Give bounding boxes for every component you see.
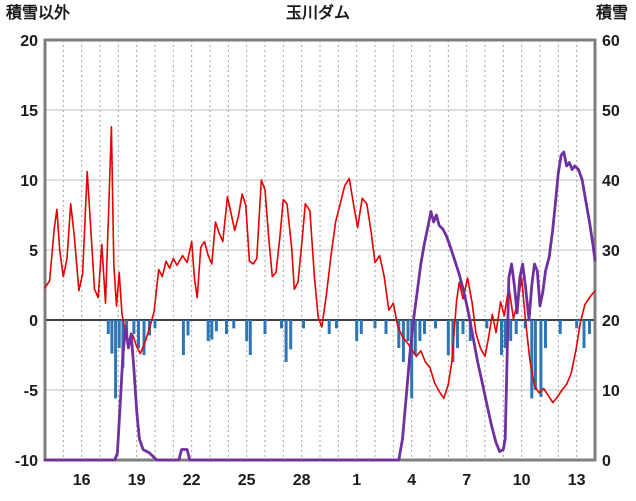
left-tick-label: 0 — [29, 313, 38, 330]
precip-bar — [284, 320, 288, 362]
precip-bar — [359, 320, 363, 334]
left-tick-label: -5 — [24, 383, 38, 400]
x-tick-label: 13 — [568, 472, 586, 489]
precip-bar — [186, 320, 190, 336]
x-tick-label: 7 — [462, 472, 471, 489]
precip-bar — [206, 320, 210, 341]
precip-bar — [582, 320, 586, 348]
precip-bar — [544, 320, 547, 348]
left-tick-label: 5 — [29, 243, 38, 260]
precip-bar — [280, 320, 283, 329]
precip-bar — [181, 320, 185, 355]
x-tick-label: 28 — [293, 472, 311, 489]
precip-bar — [413, 320, 417, 355]
precip-bar — [401, 320, 405, 362]
precip-bar — [446, 320, 450, 355]
precip-bar — [418, 320, 422, 341]
precip-bar — [355, 320, 359, 341]
precip-bar — [423, 320, 426, 334]
chart-title: 玉川ダム — [285, 5, 350, 22]
x-tick-label: 22 — [183, 472, 201, 489]
right-tick-label: 40 — [602, 173, 620, 190]
precip-bar — [114, 320, 118, 399]
precip-bar — [397, 320, 401, 348]
x-tick-label: 1 — [352, 472, 361, 489]
x-tick-label: 25 — [238, 472, 256, 489]
precip-bar — [539, 320, 543, 397]
precip-bar — [434, 320, 437, 329]
precip-bar — [335, 320, 338, 329]
right-tick-label: 50 — [602, 103, 620, 120]
precip-bar — [384, 320, 388, 334]
right-tick-label: 0 — [602, 453, 611, 470]
precip-bar — [373, 320, 377, 329]
precip-bar — [588, 320, 591, 334]
precip-bar — [117, 320, 121, 348]
left-tick-label: 10 — [20, 173, 38, 190]
precip-bar — [302, 320, 305, 329]
precip-bar — [327, 320, 331, 334]
x-tick-label: 4 — [407, 472, 416, 489]
precip-bar — [509, 320, 513, 341]
precip-bar — [500, 320, 503, 355]
precip-bar — [410, 320, 414, 399]
precip-bar — [110, 320, 114, 354]
x-tick-label: 19 — [128, 472, 146, 489]
right-tick-label: 10 — [602, 383, 620, 400]
precip-bar — [533, 320, 537, 390]
precip-bar — [514, 320, 518, 334]
left-tick-label: -10 — [15, 453, 38, 470]
right-tick-label: 30 — [602, 243, 620, 260]
right-tick-label: 60 — [602, 33, 620, 50]
snow-depth-line — [43, 150, 597, 462]
precip-bar — [210, 320, 214, 340]
precip-bar — [461, 320, 465, 334]
right-axis-title: 積雪 — [595, 5, 628, 22]
left-tick-label: 20 — [20, 33, 38, 50]
precip-bar — [530, 320, 534, 399]
precip-bar — [503, 320, 507, 348]
x-tick-label: 16 — [73, 472, 91, 489]
precip-bar — [248, 320, 252, 355]
x-tick-label: 10 — [513, 472, 531, 489]
precip-bar — [289, 320, 293, 350]
precip-bar — [142, 320, 146, 355]
precip-bar — [485, 320, 489, 329]
precip-bar — [153, 320, 157, 329]
precip-bar — [225, 320, 228, 334]
precip-bar — [137, 320, 140, 348]
precip-bar — [214, 320, 218, 332]
left-tick-label: 15 — [20, 103, 38, 120]
precip-bar — [575, 320, 579, 329]
left-axis-title: 積雪以外 — [6, 5, 71, 22]
precip-bar — [406, 320, 410, 341]
precip-bar — [106, 320, 110, 334]
precip-bar — [558, 320, 562, 334]
precip-bar — [263, 320, 267, 334]
precip-bar — [232, 320, 236, 329]
precip-bar — [456, 320, 459, 348]
precip-bar — [245, 320, 249, 341]
precip-bar — [132, 320, 136, 334]
right-tick-label: 20 — [602, 313, 620, 330]
precip-bar — [468, 320, 472, 341]
